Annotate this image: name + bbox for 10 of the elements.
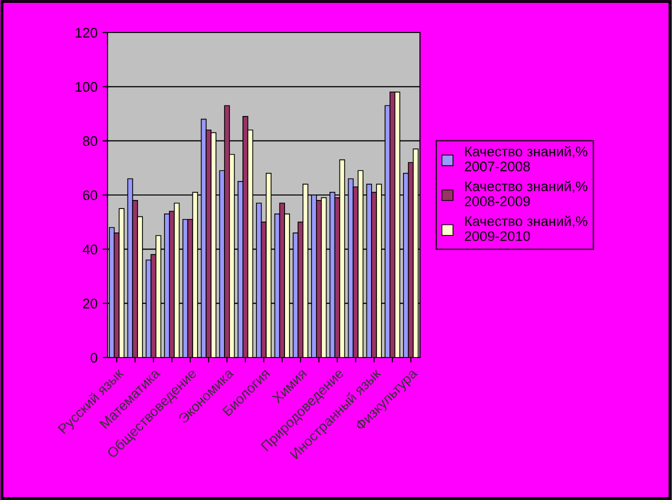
y-tick-label: 100 bbox=[76, 82, 98, 92]
legend-label: Качество знаний,% 2009-2010 bbox=[464, 216, 588, 242]
legend-label: Качество знаний,% 2007-2008 bbox=[464, 146, 588, 172]
y-tick-label: 40 bbox=[82, 244, 98, 254]
y-tick-label: 0 bbox=[90, 352, 98, 363]
y-tick-label: 80 bbox=[82, 136, 98, 146]
y-tick-label: 20 bbox=[83, 298, 98, 309]
y-tick-label: 60 bbox=[83, 190, 98, 200]
legend-label: Качество знаний,% 2008-2009 bbox=[464, 180, 588, 206]
y-tick-label: 120 bbox=[76, 28, 98, 38]
